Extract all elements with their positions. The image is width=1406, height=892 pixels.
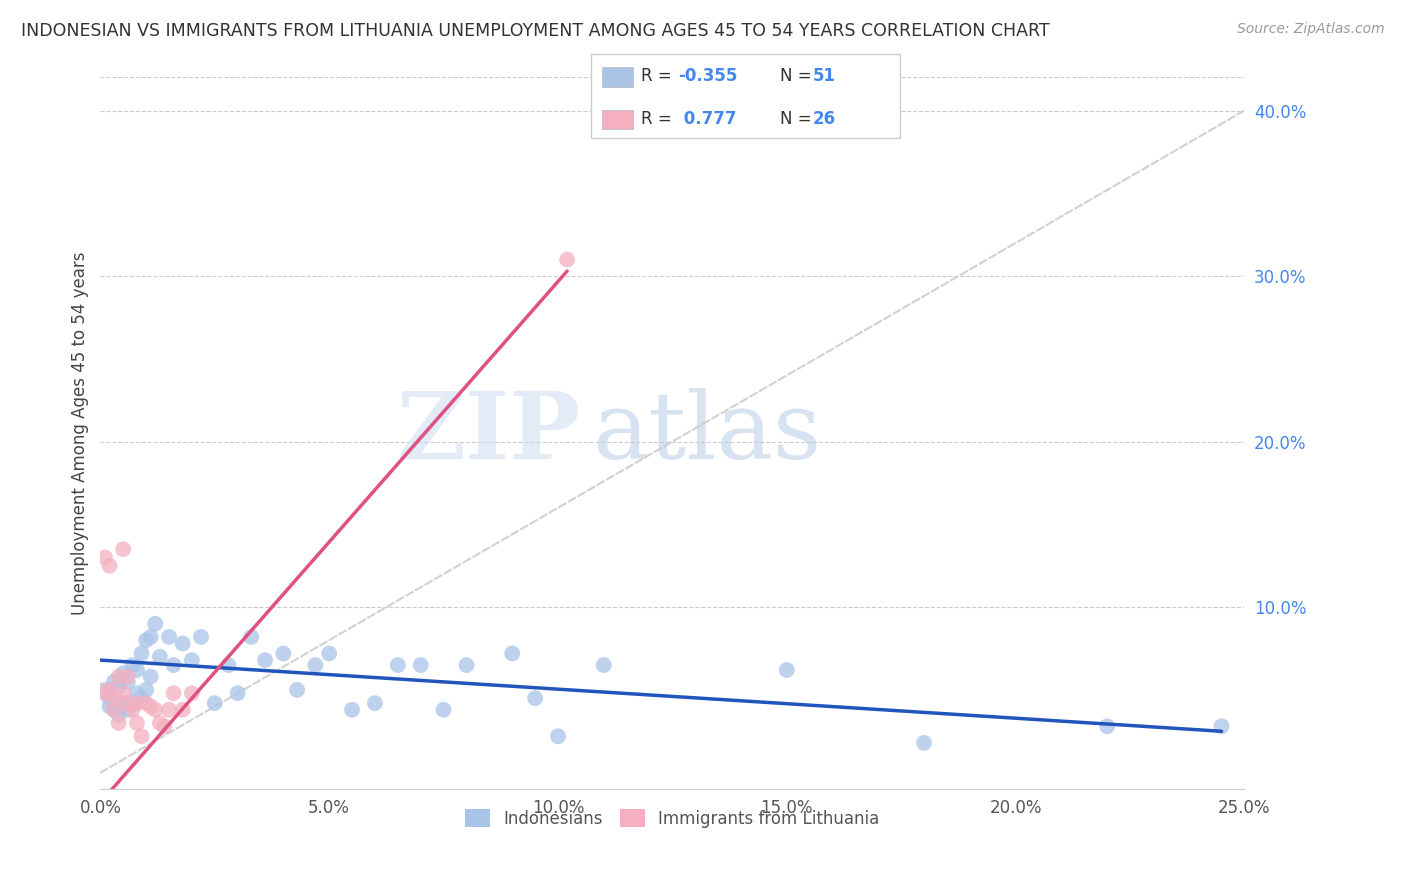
Y-axis label: Unemployment Among Ages 45 to 54 years: Unemployment Among Ages 45 to 54 years — [72, 252, 89, 615]
Point — [125, 686, 148, 700]
Point — [131, 729, 153, 743]
Point — [135, 696, 157, 710]
Point — [131, 691, 153, 706]
Point — [149, 716, 172, 731]
Point — [103, 703, 125, 717]
Point — [387, 658, 409, 673]
Point — [94, 550, 117, 565]
Point — [180, 686, 202, 700]
Point — [172, 636, 194, 650]
Point — [125, 663, 148, 677]
Text: 51: 51 — [813, 67, 835, 85]
Point — [285, 682, 308, 697]
Point — [107, 670, 129, 684]
Point — [112, 696, 135, 710]
Text: -0.355: -0.355 — [678, 67, 737, 85]
Point — [254, 653, 277, 667]
Point — [121, 696, 143, 710]
Point — [98, 691, 121, 706]
Point — [1211, 719, 1233, 733]
Point — [318, 647, 340, 661]
Point — [776, 663, 799, 677]
Point — [273, 647, 295, 661]
Point — [107, 680, 129, 694]
Point — [153, 719, 176, 733]
Point — [157, 630, 180, 644]
Point — [180, 653, 202, 667]
Point — [135, 633, 157, 648]
Text: R =: R = — [641, 110, 678, 128]
Point — [501, 647, 523, 661]
Point — [226, 686, 249, 700]
Point — [592, 658, 614, 673]
Point — [547, 729, 569, 743]
Point — [162, 658, 184, 673]
Point — [103, 691, 125, 706]
Point — [139, 670, 162, 684]
Point — [125, 696, 148, 710]
Point — [143, 703, 166, 717]
Text: ZIP: ZIP — [396, 388, 581, 478]
Text: N =: N = — [780, 67, 817, 85]
Point — [149, 649, 172, 664]
Text: 26: 26 — [813, 110, 835, 128]
Text: INDONESIAN VS IMMIGRANTS FROM LITHUANIA UNEMPLOYMENT AMONG AGES 45 TO 54 YEARS C: INDONESIAN VS IMMIGRANTS FROM LITHUANIA … — [21, 22, 1050, 40]
Point — [121, 658, 143, 673]
Point — [125, 716, 148, 731]
Text: atlas: atlas — [592, 388, 821, 478]
Point — [240, 630, 263, 644]
Point — [524, 691, 547, 706]
Point — [139, 699, 162, 714]
Point — [555, 252, 578, 267]
Point — [103, 674, 125, 689]
Text: 0.777: 0.777 — [678, 110, 737, 128]
Point — [139, 630, 162, 644]
Point — [117, 670, 139, 684]
Point — [340, 703, 363, 717]
Point — [112, 542, 135, 557]
Point — [409, 658, 432, 673]
Point — [117, 696, 139, 710]
Point — [131, 647, 153, 661]
Point — [204, 696, 226, 710]
Point — [432, 703, 454, 717]
Point — [98, 699, 121, 714]
Point — [912, 736, 935, 750]
Point — [94, 682, 117, 697]
Point — [304, 658, 326, 673]
Point — [107, 716, 129, 731]
Point — [121, 703, 143, 717]
Point — [117, 703, 139, 717]
Point — [112, 666, 135, 681]
Text: N =: N = — [780, 110, 817, 128]
Point — [190, 630, 212, 644]
Point — [107, 707, 129, 722]
Point — [143, 616, 166, 631]
Point — [456, 658, 478, 673]
Point — [1095, 719, 1118, 733]
Text: R =: R = — [641, 67, 678, 85]
Point — [135, 682, 157, 697]
Point — [112, 686, 135, 700]
Point — [94, 686, 117, 700]
Point — [117, 674, 139, 689]
Point — [218, 658, 240, 673]
Point — [172, 703, 194, 717]
Point — [98, 558, 121, 573]
Point — [364, 696, 387, 710]
Point — [162, 686, 184, 700]
Point — [98, 682, 121, 697]
Legend: Indonesians, Immigrants from Lithuania: Indonesians, Immigrants from Lithuania — [458, 803, 886, 834]
Point — [103, 703, 125, 717]
Point — [157, 703, 180, 717]
Text: Source: ZipAtlas.com: Source: ZipAtlas.com — [1237, 22, 1385, 37]
